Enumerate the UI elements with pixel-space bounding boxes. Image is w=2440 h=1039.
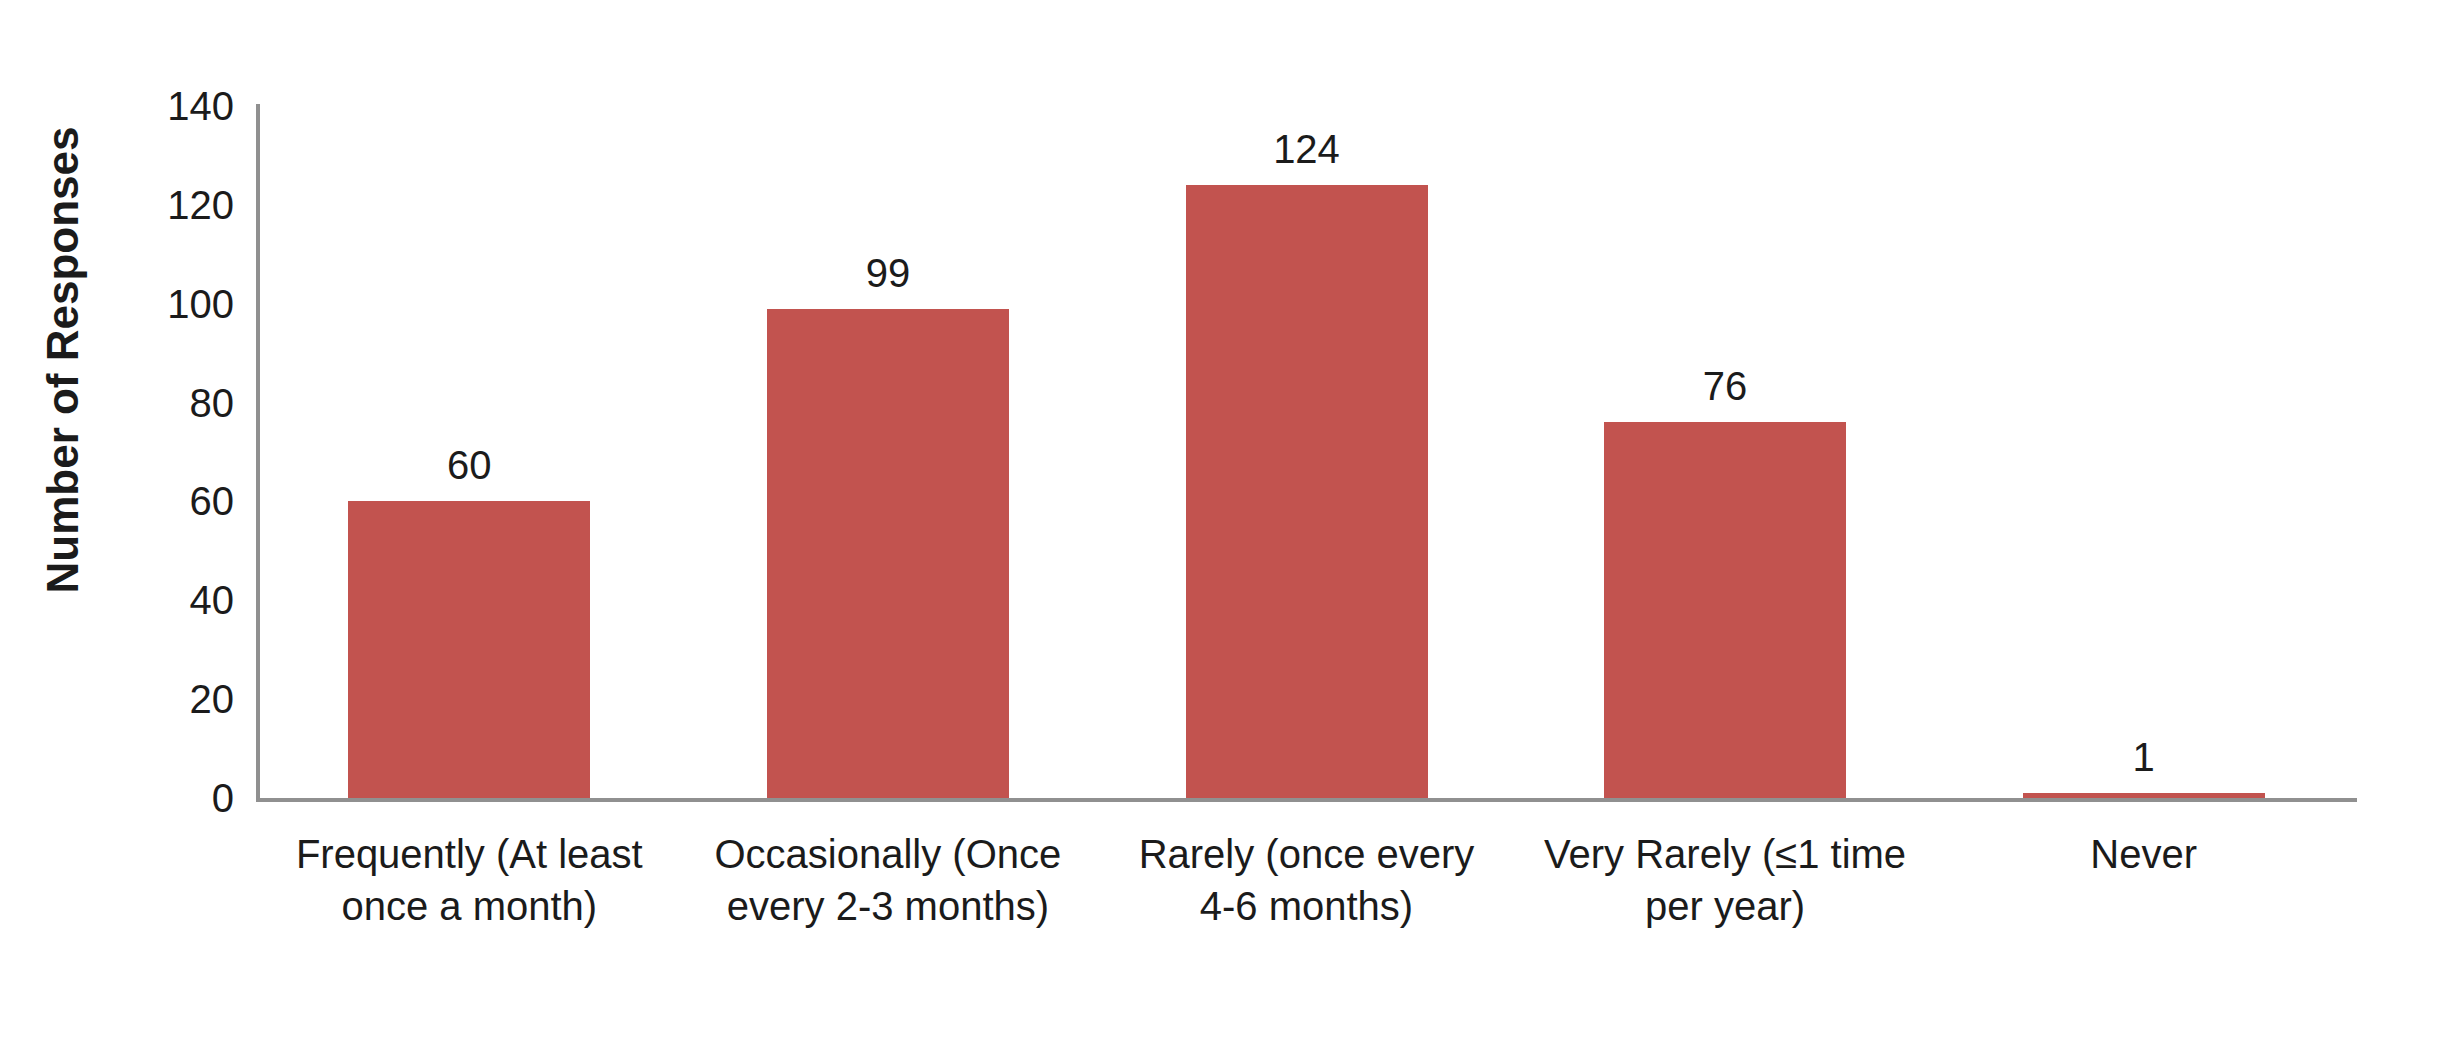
bar xyxy=(1186,185,1428,798)
y-axis-tick-label: 120 xyxy=(0,181,234,229)
y-axis-tick-label: 20 xyxy=(0,675,234,723)
y-axis-line xyxy=(256,104,260,802)
y-axis-tick-label: 0 xyxy=(0,774,234,822)
x-axis-category-label: Frequently (At least once a month) xyxy=(260,828,679,932)
y-axis-tick-label: 60 xyxy=(0,477,234,525)
x-axis-category-label: Occasionally (Once every 2-3 months) xyxy=(679,828,1098,932)
bar xyxy=(767,309,1009,798)
y-axis-tick-label: 40 xyxy=(0,576,234,624)
y-axis-tick-label: 80 xyxy=(0,379,234,427)
y-axis-title: Number of Responses xyxy=(28,75,98,645)
y-axis-tick-label: 140 xyxy=(0,82,234,130)
x-axis-category-label: Very Rarely (≤1 time per year) xyxy=(1516,828,1935,932)
bar-value-label: 60 xyxy=(288,441,650,489)
x-axis-line xyxy=(256,798,2357,802)
bar-value-label: 99 xyxy=(707,249,1069,297)
bar-value-label: 1 xyxy=(1963,733,2325,781)
bar xyxy=(1604,422,1846,798)
y-axis-tick-label: 100 xyxy=(0,280,234,328)
bar-value-label: 124 xyxy=(1126,125,1488,173)
bar-chart: Number of Responses 0 20 40 60 80 100 120 140 6… xyxy=(0,0,2440,1039)
bar xyxy=(348,501,590,798)
x-axis-category-label: Never xyxy=(1934,828,2353,880)
bar-value-label: 76 xyxy=(1544,362,1906,410)
x-axis-category-label: Rarely (once every 4-6 months) xyxy=(1097,828,1516,932)
